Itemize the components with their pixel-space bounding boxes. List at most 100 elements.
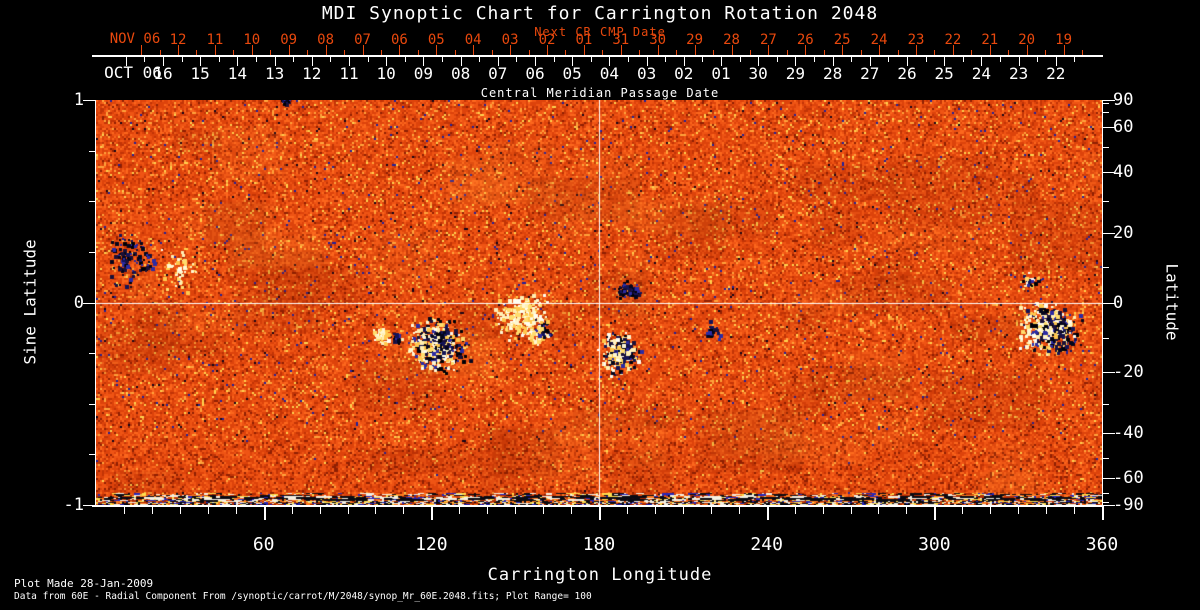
next-cmp-date-tick — [510, 45, 512, 55]
next-cmp-half-day-tick — [233, 50, 235, 55]
next-cmp-date-tick — [805, 45, 807, 55]
next-cmp-date-label: 24 — [870, 32, 888, 48]
longitude-tick-label: 180 — [582, 534, 616, 555]
next-cmp-half-day-tick — [196, 50, 198, 55]
cmp-date-label: 14 — [227, 64, 248, 83]
next-month-label: NOV 06 — [109, 31, 161, 47]
next-cmp-half-day-tick — [602, 50, 604, 55]
next-cmp-date-tick — [842, 45, 844, 55]
cmp-date-tick — [646, 57, 648, 66]
cmp-date-label: 11 — [339, 64, 359, 83]
next-cmp-half-day-tick — [307, 50, 309, 55]
sine-latitude-tick-label: 1 — [73, 90, 84, 110]
latitude-tick-label: 90 — [1113, 90, 1134, 110]
next-cmp-date-tick — [694, 45, 696, 55]
latitude-major-tick — [1103, 477, 1115, 479]
cmp-date-tick — [572, 57, 574, 66]
next-cmp-half-day-tick — [454, 50, 456, 55]
latitude-tick-label: 0 — [1113, 292, 1124, 313]
longitude-minor-tick — [543, 507, 545, 514]
next-cmp-date-tick — [952, 45, 954, 55]
cmp-date-tick — [832, 57, 834, 66]
next-cmp-date-label: 25 — [833, 32, 851, 48]
cmp-date-tick — [683, 57, 685, 66]
next-cmp-date-label: 08 — [317, 32, 335, 48]
longitude-minor-tick — [962, 507, 964, 514]
cmp-date-tick — [200, 57, 202, 66]
latitude-minor-tick — [1103, 147, 1109, 149]
longitude-minor-tick — [347, 507, 349, 514]
cmp-date-label: 15 — [190, 64, 210, 83]
next-cmp-date-label: 19 — [1055, 32, 1073, 48]
longitude-minor-tick — [459, 507, 461, 514]
next-cmp-date-tick — [1026, 45, 1028, 55]
next-cmp-date-tick — [916, 45, 917, 55]
latitude-tick-label: 60 — [1113, 117, 1134, 138]
next-cmp-half-day-tick — [417, 50, 419, 55]
longitude-minor-tick — [906, 507, 908, 514]
right-axis-spine — [1102, 100, 1103, 506]
cmp-date-label: 27 — [860, 64, 880, 83]
next-cmp-date-label: 06 — [390, 32, 408, 48]
next-cmp-half-day-tick — [565, 50, 567, 55]
next-cmp-date-label: 07 — [354, 32, 371, 48]
latitude-major-tick — [1103, 371, 1115, 373]
latitude-minor-tick — [1103, 103, 1109, 105]
longitude-minor-tick — [794, 507, 796, 514]
cmp-date-label: 30 — [748, 64, 768, 83]
latitude-minor-tick — [1103, 112, 1109, 114]
longitude-minor-tick — [319, 507, 321, 514]
sine-latitude-major-tick — [83, 302, 95, 304]
latitude-tick-label: -60 — [1113, 467, 1144, 488]
cmp-half-day-tick — [851, 57, 853, 62]
longitude-minor-tick — [235, 507, 237, 514]
next-cmp-half-day-tick — [380, 50, 382, 55]
latitude-axis-title: Latitude — [1162, 263, 1182, 341]
cmp-date-label: 13 — [264, 64, 285, 83]
longitude-minor-tick — [990, 507, 992, 514]
next-cmp-date-label: 10 — [243, 32, 261, 48]
longitude-minor-tick — [571, 507, 573, 514]
cmp-date-label: 04 — [599, 64, 620, 83]
cmp-half-day-tick — [442, 57, 443, 62]
longitude-minor-tick — [1046, 507, 1048, 514]
longitude-minor-tick — [375, 507, 377, 514]
cmp-half-day-tick — [479, 57, 481, 62]
synoptic-map-canvas — [96, 100, 1102, 505]
longitude-major-tick — [599, 507, 601, 520]
next-cmp-date-label: 11 — [206, 32, 224, 48]
cmp-date-label: 16 — [153, 64, 173, 83]
cmp-month-label: OCT 06 — [104, 63, 162, 82]
next-cmp-date-tick — [731, 45, 733, 55]
sine-latitude-minor-tick — [89, 403, 95, 405]
longitude-minor-tick — [850, 507, 852, 514]
latitude-minor-tick — [1103, 501, 1109, 503]
cmp-date-label: 10 — [376, 64, 396, 83]
latitude-tick-label: 20 — [1113, 223, 1134, 244]
cmp-date-label: 01 — [711, 64, 731, 83]
cmp-date-tick — [497, 57, 499, 66]
longitude-major-tick — [766, 507, 769, 520]
next-cmp-date-label: 05 — [427, 32, 445, 48]
next-cmp-date-label: 28 — [723, 32, 740, 48]
latitude-major-tick — [1103, 233, 1115, 235]
latitude-minor-tick — [1103, 403, 1109, 405]
cmp-date-tick — [1055, 57, 1057, 66]
cmp-date-tick — [981, 57, 983, 66]
next-cmp-date-tick — [436, 45, 438, 55]
next-cmp-half-day-tick — [1045, 50, 1047, 55]
cmp-date-tick — [535, 57, 536, 66]
cmp-half-day-tick — [702, 57, 704, 62]
longitude-tick-label: 240 — [750, 534, 783, 555]
cmp-date-tick — [423, 57, 425, 66]
cmp-date-tick — [163, 57, 164, 66]
next-cmp-date-tick — [620, 45, 622, 55]
next-cmp-date-label: 29 — [686, 32, 704, 48]
latitude-minor-tick — [1103, 201, 1109, 203]
cmp-date-label: 26 — [897, 64, 917, 83]
cmp-half-day-tick — [888, 57, 890, 62]
sine-latitude-minor-tick — [89, 150, 95, 152]
next-cmp-date-tick — [399, 45, 401, 55]
next-cmp-half-day-tick — [344, 50, 346, 55]
next-cmp-date-label: 23 — [907, 32, 925, 48]
